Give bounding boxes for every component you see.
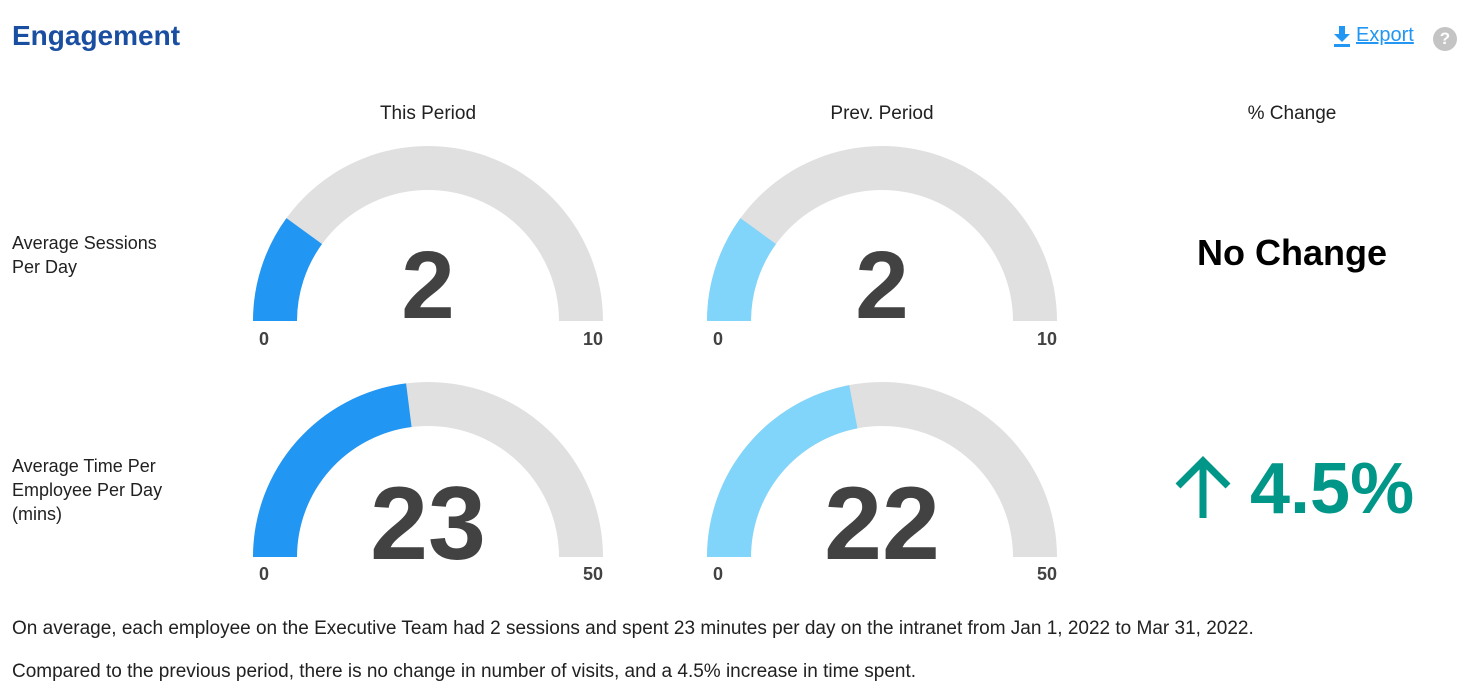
gauge-value: 2 <box>855 232 909 339</box>
row-label-line: (mins) <box>12 504 62 524</box>
summary-line: Compared to the previous period, there i… <box>12 661 917 682</box>
change-no-change: No Change <box>1196 232 1387 273</box>
change-increase: 4.5% <box>1170 448 1414 530</box>
gauge-min-label: 0 <box>259 564 270 584</box>
gauge-max-label: 10 <box>582 329 603 349</box>
row-label-sessions: Average Sessions Per Day <box>12 231 157 279</box>
row-label-line: Employee Per Day <box>12 480 163 500</box>
download-icon <box>1334 25 1350 47</box>
gauge-min-label: 0 <box>259 329 270 349</box>
gauge-track <box>253 146 603 321</box>
row-label-line: Average Sessions <box>12 233 157 253</box>
gauge-value: 22 <box>824 466 940 582</box>
gauge-max-label: 50 <box>1036 564 1057 584</box>
gauge-max-label: 10 <box>1036 329 1057 349</box>
gauge-value: 2 <box>401 232 455 339</box>
gauge-min-label: 0 <box>713 564 724 584</box>
gauge-fill <box>253 383 412 557</box>
help-icon[interactable]: ? <box>1433 27 1457 51</box>
arrow-up-icon <box>1175 456 1231 518</box>
gauge-fill <box>707 218 777 321</box>
gauge-time-prev: 22 0 50 <box>707 381 1057 586</box>
gauge-value: 23 <box>370 466 486 582</box>
gauge-sessions-prev: 2 0 10 <box>707 145 1057 350</box>
gauge-sessions-this: 2 0 10 <box>253 145 603 350</box>
column-header-pct-change: % Change <box>1247 103 1337 124</box>
page-title: Engagement <box>12 20 181 51</box>
gauge-fill <box>253 218 323 321</box>
row-label-line: Per Day <box>12 257 78 277</box>
export-button[interactable]: Export <box>1332 24 1414 47</box>
gauge-time-this: 23 0 50 <box>253 381 603 586</box>
row-label-time: Average Time Per Employee Per Day (mins) <box>12 454 162 526</box>
gauge-track <box>707 146 1057 321</box>
summary-line: On average, each employee on the Executi… <box>12 618 1254 639</box>
row-label-line: Average Time Per <box>12 456 156 476</box>
gauge-fill <box>707 385 858 557</box>
column-header-this-period: This Period <box>379 103 477 124</box>
gauge-min-label: 0 <box>713 329 724 349</box>
column-header-prev-period: Prev. Period <box>830 103 934 124</box>
export-label[interactable]: Export <box>1356 24 1414 46</box>
gauge-max-label: 50 <box>582 564 603 584</box>
change-percent-value: 4.5% <box>1250 449 1415 529</box>
